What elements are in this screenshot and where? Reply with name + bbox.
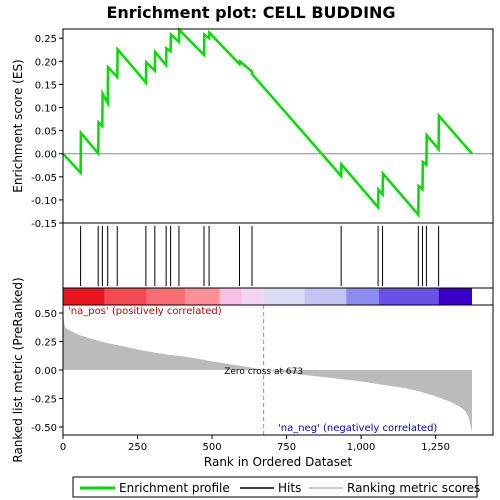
es-y-tick-label: 0.10: [35, 104, 57, 115]
metric-y-axis: -0.50 -0.25 0.00 0.25 0.50: [31, 309, 63, 434]
es-y-tick-label: -0.15: [31, 219, 57, 230]
color-bar-segment: [104, 288, 147, 305]
color-bar-segment: [346, 288, 379, 305]
x-tick-label: 1,250: [421, 442, 450, 453]
color-bar-segment: [263, 288, 305, 305]
color-bar-segment: [304, 288, 347, 305]
es-series-line: [62, 26, 473, 219]
es-y-tick-label: -0.05: [31, 173, 57, 184]
hit-marks: [80, 226, 440, 286]
legend-label-enrichment: Enrichment profile: [119, 481, 230, 495]
legend-item-enrichment: Enrichment profile: [80, 481, 230, 495]
color-bar-segment: [378, 288, 439, 305]
chart-title: Enrichment plot: CELL BUDDING: [106, 3, 395, 22]
es-y-axis: -0.15 -0.10 -0.05 0.00 0.05 0.10 0.15 0.20 0.25: [31, 34, 63, 230]
x-tick-label: 1,000: [347, 442, 376, 453]
metric-y-tick-label: -0.25: [31, 395, 57, 406]
metric-area: [63, 307, 472, 433]
x-tick-label: 250: [128, 442, 147, 453]
metric-panel-frame: [62, 304, 494, 436]
zero-cross-label: Zero cross at 673: [224, 367, 303, 377]
legend-label-hits: Hits: [278, 481, 301, 495]
metric-y-tick-label: 0.50: [35, 309, 57, 320]
color-bar-segment: [63, 288, 105, 305]
es-panel: [63, 29, 493, 223]
x-axis-label: Rank in Ordered Dataset: [204, 455, 352, 469]
legend-box: [72, 476, 478, 498]
x-axis: 0 250 500 750 1,000 1,250: [60, 435, 450, 453]
metric-y-tick-label: 0.00: [35, 366, 57, 377]
legend-item-ranking: Ranking metric scores: [309, 481, 480, 495]
es-y-tick-label: 0.05: [35, 127, 57, 138]
color-bar-segment: [185, 288, 220, 305]
hits-panel: [62, 222, 494, 289]
x-tick-label: 750: [277, 442, 296, 453]
es-y-tick-label: 0.15: [35, 80, 57, 91]
legend-item-hits: Hits: [240, 481, 301, 495]
color-bar-segment: [241, 288, 264, 305]
es-y-tick-label: 0.00: [35, 150, 57, 161]
color-bar-segment: [438, 288, 472, 305]
rank-color-bar: [63, 288, 472, 305]
es-y-label: Enrichment score (ES): [11, 59, 25, 192]
pos-label: 'na_pos' (positively correlated): [68, 306, 222, 317]
legend-label-ranking: Ranking metric scores: [347, 481, 480, 495]
es-y-tick-label: 0.20: [35, 57, 57, 68]
es-y-tick-label: -0.10: [31, 196, 57, 207]
metric-y-tick-label: 0.25: [35, 337, 57, 348]
metric-y-tick-label: -0.50: [31, 423, 57, 434]
x-tick-label: 500: [203, 442, 222, 453]
es-y-tick-label: 0.25: [35, 34, 57, 45]
color-bar-segment: [219, 288, 242, 305]
neg-label: 'na_neg' (negatively correlated): [278, 423, 437, 434]
metric-y-label: Ranked list metric (PreRanked): [11, 277, 25, 462]
x-tick-label: 0: [60, 442, 66, 453]
color-bar-segment: [146, 288, 186, 305]
